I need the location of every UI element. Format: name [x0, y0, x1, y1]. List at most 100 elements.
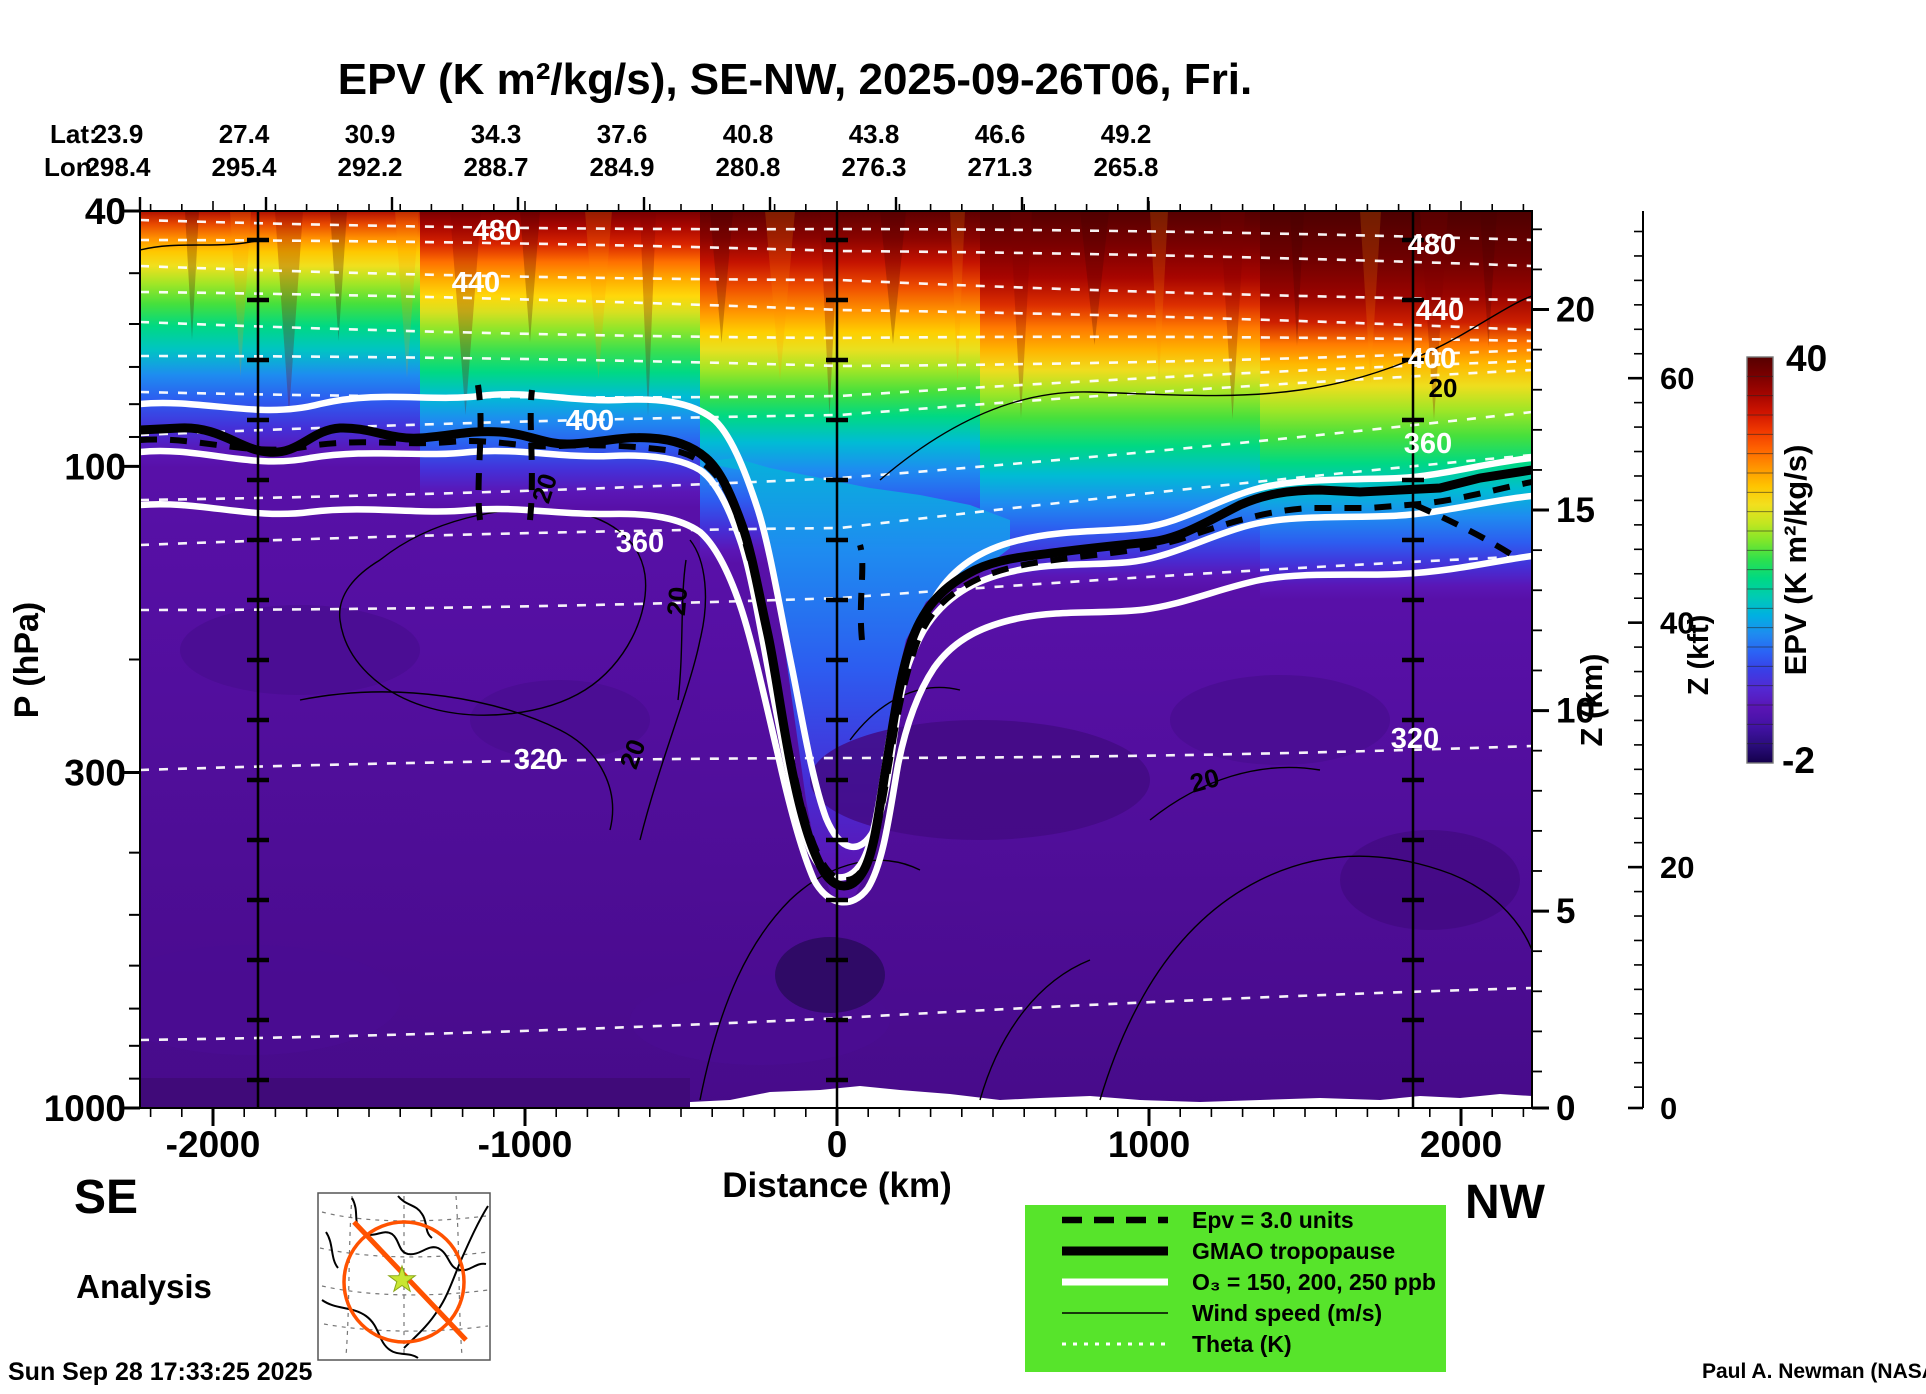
striation [585, 211, 612, 379]
wind-speed-contour [140, 239, 261, 251]
wind-speed-contour [639, 539, 707, 841]
wind-speed-contour [699, 859, 921, 1101]
zkm-tick-label: 20 [1556, 291, 1595, 330]
contour-lines-layer: 5204804404003603205204804404003603202020… [140, 172, 1532, 1108]
lat-value: 27.4 [219, 119, 270, 149]
legend-item-label: Wind speed (m/s) [1192, 1300, 1382, 1326]
wind-speed-contour [1099, 855, 1532, 1101]
credit-label: Paul A. Newman (NASA [1702, 1360, 1926, 1383]
contour-label: 400 [1408, 343, 1456, 375]
striation [1360, 211, 1381, 383]
wind-speed-contour [677, 559, 687, 701]
zkft-axis-title: Z (kft) [1683, 615, 1715, 696]
dark-epv-blob [180, 605, 420, 695]
striation [1480, 211, 1497, 347]
wind-speed-contour [879, 295, 1532, 481]
striation [1080, 211, 1109, 345]
field-slice-3 [980, 211, 1260, 1108]
striation [450, 211, 481, 415]
pressure-tick-label: 300 [64, 752, 126, 793]
filled-contour-field [140, 211, 1532, 1108]
map-graticule [319, 1247, 489, 1258]
distance-tick-label: 0 [827, 1124, 848, 1165]
gmao-tropopause-line [140, 423, 1532, 891]
legend-box: Epv = 3.0 units GMAO tropopause O₃ = 150, … [1025, 1205, 1446, 1372]
striation [1290, 211, 1304, 346]
pressure-axis-title: P (hPa) [8, 602, 46, 719]
map-coastline [397, 1195, 433, 1239]
striation [1220, 211, 1245, 419]
striation [1150, 211, 1168, 382]
colorbar-bar [1746, 356, 1774, 764]
legend-item-label: Epv = 3.0 units [1192, 1207, 1354, 1233]
zkft-tick-label: 0 [1660, 1091, 1677, 1126]
theta-contour [140, 188, 1532, 206]
map-coastline [321, 1299, 419, 1359]
striation [1420, 211, 1448, 420]
distance-tick-label: 2000 [1420, 1124, 1502, 1165]
striation [640, 211, 656, 416]
map-graticule [345, 1195, 353, 1357]
contour-label: 440 [452, 267, 500, 299]
contour-label: 480 [1408, 229, 1456, 261]
lat-value: 49.2 [1101, 119, 1152, 149]
lat-value: 37.6 [597, 119, 648, 149]
zkm-tick-label: 0 [1556, 1089, 1575, 1128]
colorbar: 40 -2 EPV (K m²/kg/s) [1746, 338, 1827, 781]
lon-value: 280.8 [715, 152, 780, 182]
dark-epv-blob [1170, 675, 1390, 765]
dark-epv-blob [775, 937, 885, 1013]
colorbar-max-label: 40 [1786, 338, 1827, 379]
contour-label: 320 [514, 744, 562, 776]
dark-epv-blob [140, 945, 400, 1055]
lat-value: 40.8 [723, 119, 774, 149]
dark-bottom-band [140, 1078, 690, 1108]
map-cross-section-track [352, 1220, 468, 1342]
dark-epv-blob [470, 680, 650, 760]
zkft-tick-label: 40 [1660, 606, 1694, 641]
contour-label: 320 [1391, 723, 1439, 755]
lon-value: 288.7 [463, 152, 528, 182]
striation [330, 211, 347, 341]
text-annotations: EPV (K m²/kg/s), SE-NW, 2025-09-26T06, F… [8, 55, 1926, 1386]
striation [765, 211, 795, 380]
lat-lon-values: 23.9 27.4 30.9 34.3 37.6 40.8 43.8 46.6 49.2 298.… [85, 119, 1158, 182]
wind-speed-contour [1149, 766, 1321, 821]
map-center-star [387, 1264, 417, 1293]
distance-tick-label: -1000 [478, 1124, 573, 1165]
epv3-contour [527, 389, 535, 521]
striation [820, 211, 839, 417]
epv3-contour [475, 384, 484, 521]
contour-label: 360 [616, 527, 664, 559]
lon-value: 298.4 [85, 152, 151, 182]
contour-label: 20 [661, 586, 693, 617]
legend-item-label: GMAO tropopause [1192, 1238, 1395, 1264]
map-coastline [325, 1231, 339, 1269]
zkft-tick-label: 60 [1660, 361, 1694, 396]
striation [710, 211, 733, 343]
contour-label: 520 [1424, 172, 1472, 204]
zkm-tick-label: 5 [1556, 892, 1575, 931]
contour-label: 360 [1404, 428, 1452, 460]
striation [275, 211, 303, 414]
contour-label: 20 [1429, 373, 1458, 403]
map-inset-content [319, 1195, 489, 1359]
dark-epv-blob [810, 720, 1150, 840]
legend-item-label: O₃ = 150, 200, 250 ppb [1192, 1269, 1436, 1295]
map-graticule [455, 1195, 463, 1357]
se-endpoint-label: SE [74, 1171, 138, 1224]
striation [950, 211, 965, 381]
epv3-contour [1413, 502, 1522, 563]
intrusion-tongue [700, 458, 1010, 902]
map-coastline [403, 1205, 489, 1349]
zkft-tick-label: 20 [1660, 850, 1694, 885]
plot-title: EPV (K m²/kg/s), SE-NW, 2025-09-26T06, F… [338, 55, 1253, 104]
field-slice-4 [1260, 211, 1532, 1108]
contour-label: 440 [1416, 295, 1464, 327]
map-inset [317, 1192, 491, 1361]
lat-value: 43.8 [849, 119, 900, 149]
colorbar-title: EPV (K m²/kg/s) [1778, 445, 1813, 676]
